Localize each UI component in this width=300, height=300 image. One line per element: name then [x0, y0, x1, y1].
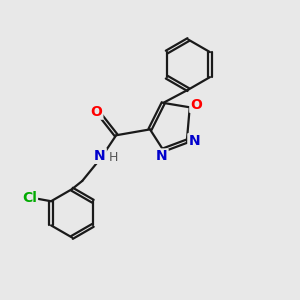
- Text: O: O: [91, 105, 102, 119]
- Text: O: O: [190, 98, 202, 112]
- Text: N: N: [94, 149, 106, 163]
- Text: H: H: [109, 152, 119, 164]
- Text: N: N: [156, 149, 168, 164]
- Text: Cl: Cl: [22, 191, 37, 205]
- Text: N: N: [188, 134, 200, 148]
